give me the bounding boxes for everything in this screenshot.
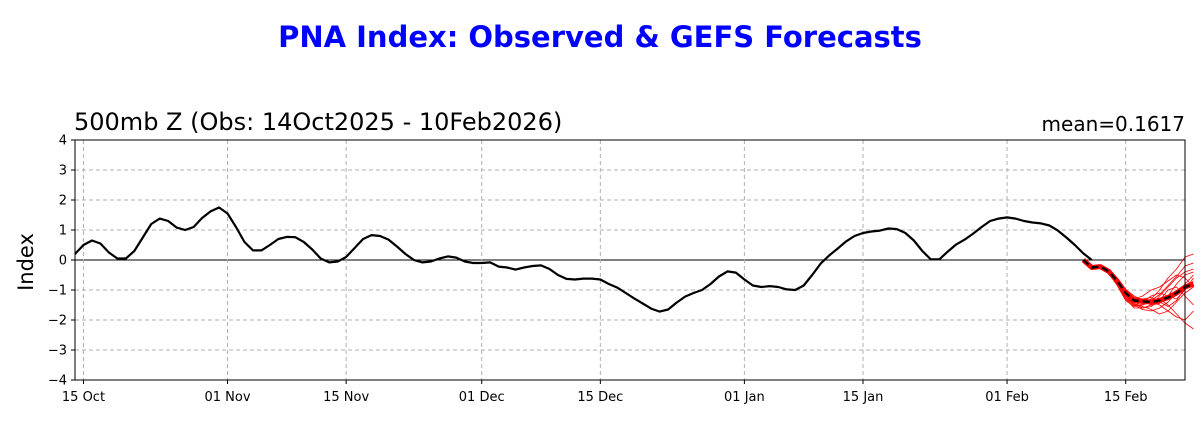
x-tick-label: 15 Jan	[843, 390, 884, 405]
chart-axes: −4 −3 −2 −1 0 1 2 3 4 15 Oct 01 Nov 15 Nov 01 Dec 15 …	[48, 134, 1148, 406]
x-tick-label: 15 Dec	[577, 390, 623, 405]
x-tick-label: 01 Dec	[459, 390, 505, 405]
x-tick-label: 15 Oct	[62, 390, 105, 405]
grid-lines	[75, 140, 1185, 380]
y-tick-label: 3	[59, 164, 67, 179]
y-tick-label: 1	[59, 224, 67, 239]
y-tick-label: 2	[59, 194, 67, 209]
y-tick-label: 4	[59, 134, 67, 149]
x-tick-label: 01 Jan	[724, 390, 765, 405]
ensemble-mean-line	[1082, 259, 1194, 304]
chart-main-title: PNA Index: Observed & GEFS Forecasts	[278, 20, 922, 54]
y-axis-label: Index	[14, 233, 38, 291]
x-tick-label: 15 Nov	[323, 390, 369, 405]
mean-label: mean=0.1617	[1041, 112, 1185, 136]
y-tick-label: −3	[48, 344, 67, 359]
x-tick-label: 15 Feb	[1104, 390, 1148, 405]
x-tick-label: 01 Feb	[985, 390, 1029, 405]
y-tick-label: −1	[48, 284, 67, 299]
y-tick-label: 0	[59, 254, 67, 269]
chart-series	[74, 206, 1195, 330]
x-tick-label: 01 Nov	[204, 390, 250, 405]
ensemble-member-line	[1083, 253, 1194, 304]
y-tick-label: −2	[48, 314, 67, 329]
chart-subtitle: 500mb Z (Obs: 14Oct2025 - 10Feb2026)	[74, 108, 563, 136]
y-tick-label: −4	[48, 374, 67, 389]
observed-line	[74, 206, 1093, 313]
ensemble-mean-highlight	[1081, 258, 1195, 305]
